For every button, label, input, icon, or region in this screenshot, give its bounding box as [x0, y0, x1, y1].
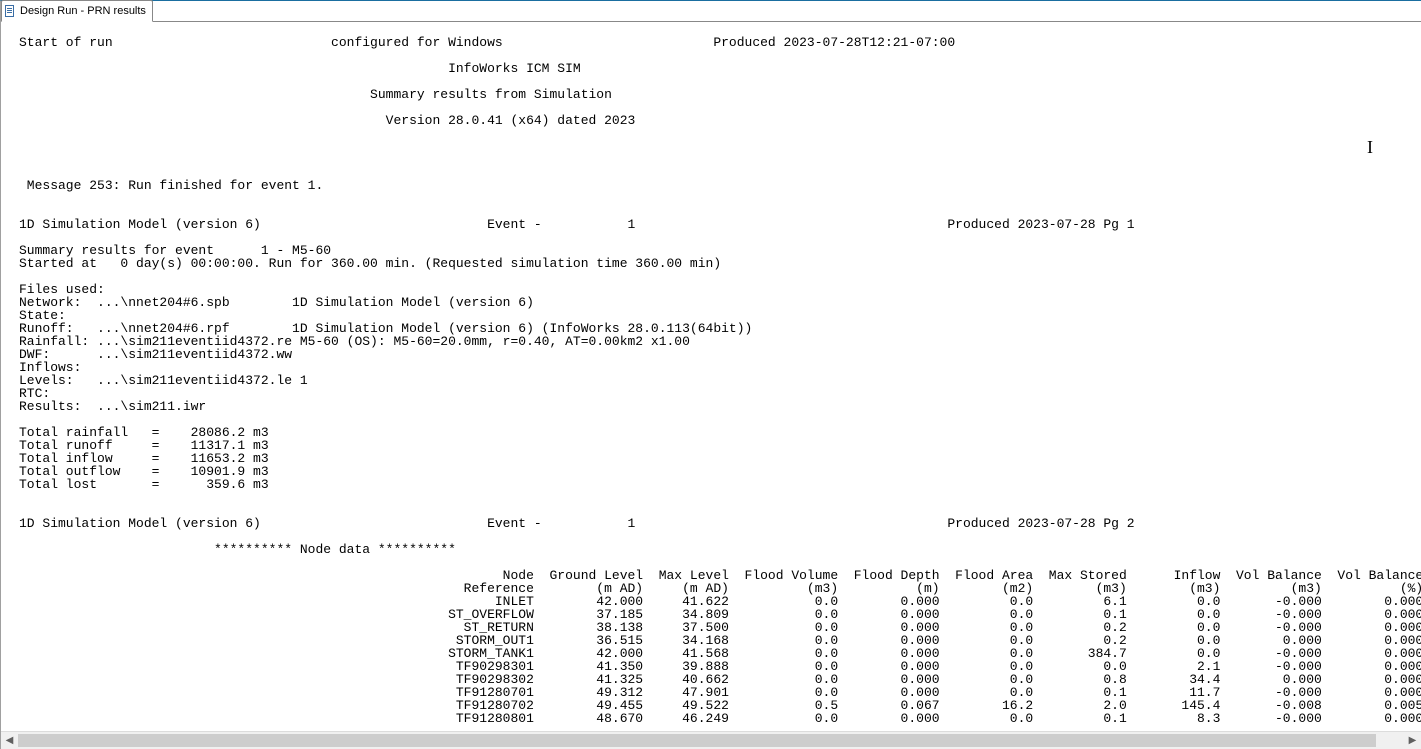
document-icon — [4, 5, 16, 17]
horizontal-scrollbar[interactable]: ◀ ▶ — [1, 731, 1421, 749]
tab-bar: Design Run - PRN results — [1, 1, 1421, 22]
scroll-thumb[interactable] — [18, 734, 1376, 747]
content-area: Start of run configured for Windows Prod… — [1, 22, 1421, 749]
scroll-right-arrow-icon[interactable]: ▶ — [1404, 732, 1421, 749]
text-cursor-icon: I — [1367, 137, 1373, 158]
prn-report-text: Start of run configured for Windows Prod… — [1, 22, 1421, 732]
window-frame: Design Run - PRN results Start of run co… — [0, 0, 1421, 749]
scroll-track[interactable] — [18, 732, 1404, 749]
scroll-left-arrow-icon[interactable]: ◀ — [1, 732, 18, 749]
tab-design-run-prn-results[interactable]: Design Run - PRN results — [1, 0, 153, 22]
tab-label: Design Run - PRN results — [20, 5, 146, 17]
